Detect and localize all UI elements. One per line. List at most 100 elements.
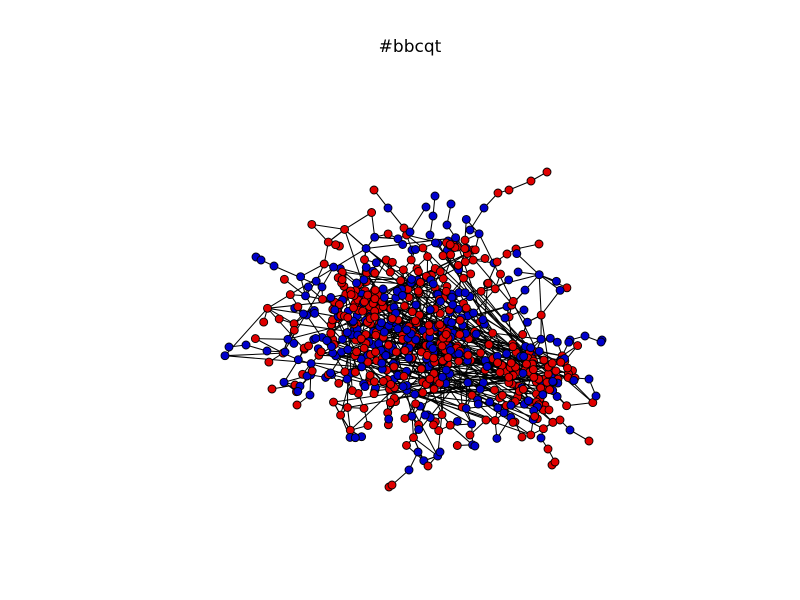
graph-edge — [422, 388, 524, 394]
graph-node-blue — [448, 300, 458, 310]
graph-node-red — [518, 330, 528, 339]
graph-node-blue — [469, 308, 479, 318]
graph-node-red — [534, 239, 544, 249]
graph-node-red — [399, 223, 409, 233]
graph-node-blue — [384, 414, 394, 424]
graph-node-blue — [435, 447, 445, 457]
graph-node-red — [369, 185, 379, 195]
graph-node-red — [508, 296, 518, 306]
graph-node-blue — [473, 399, 483, 409]
graph-node-red — [383, 229, 393, 239]
graph-node-red — [385, 398, 395, 408]
graph-node-red — [446, 250, 456, 260]
graph-node-blue — [470, 441, 480, 451]
graph-node-blue — [421, 202, 431, 212]
graph-node-red — [337, 275, 347, 285]
graph-node-red — [492, 257, 502, 267]
graph-node-blue — [519, 305, 529, 315]
graph-node-red — [400, 346, 410, 356]
graph-node-red — [416, 364, 426, 374]
graph-node-red — [441, 286, 451, 296]
graph-node-red — [543, 444, 553, 454]
graph-node-red — [497, 390, 507, 400]
graph-node-blue — [317, 282, 327, 292]
graph-node-blue — [256, 255, 266, 265]
graph-node-red — [371, 347, 380, 357]
graph-node-red — [347, 386, 357, 396]
graph-node-blue — [398, 382, 408, 392]
graph-node-blue — [482, 362, 492, 371]
graph-node-blue — [279, 377, 289, 387]
graph-node-red — [329, 397, 338, 407]
graph-node-red — [391, 347, 401, 357]
graph-node-red — [263, 303, 272, 313]
graph-node-blue — [376, 318, 386, 328]
graph-node-red — [331, 240, 341, 250]
graph-edge — [284, 278, 306, 297]
graph-node-blue — [311, 333, 321, 343]
graph-node-red — [504, 185, 514, 195]
graph-node-blue — [377, 358, 387, 368]
graph-node-red — [455, 330, 465, 339]
graph-node-blue — [326, 368, 336, 378]
graph-node-red — [502, 249, 512, 259]
graph-node-red — [584, 436, 594, 446]
graph-node-blue — [451, 233, 461, 243]
graph-node-blue — [361, 244, 371, 253]
graph-node-red — [424, 320, 434, 330]
graph-node-blue — [322, 336, 332, 345]
graph-node-red — [542, 167, 552, 177]
graph-node-blue — [596, 337, 606, 347]
graph-node-red — [480, 254, 490, 263]
graph-node-blue — [305, 390, 315, 400]
graph-node-red — [409, 433, 418, 443]
graph-node-blue — [402, 325, 412, 335]
graph-node-blue — [519, 351, 529, 361]
graph-node-blue — [379, 292, 389, 302]
graph-node-red — [378, 376, 388, 386]
graph-node-blue — [452, 416, 462, 426]
graph-node-blue — [478, 315, 488, 325]
graph-node-blue — [569, 376, 579, 385]
graph-node-blue — [428, 344, 438, 353]
graph-edge — [367, 259, 387, 296]
graph-node-red — [400, 413, 410, 423]
graph-node-red — [358, 306, 368, 316]
graph-node-red — [415, 277, 425, 287]
graph-node-red — [539, 355, 549, 365]
graph-node-blue — [428, 279, 438, 289]
graph-node-blue — [301, 291, 310, 301]
graph-edge — [366, 237, 456, 250]
graph-node-red — [484, 340, 494, 350]
graph-node-red — [399, 371, 409, 381]
graph-node-blue — [512, 249, 522, 259]
graph-node-blue — [471, 329, 481, 339]
graph-node-red — [292, 400, 302, 410]
graph-node-red — [466, 269, 476, 279]
graph-node-blue — [442, 220, 452, 230]
graph-node-red — [340, 367, 350, 377]
graph-node-red — [493, 188, 503, 198]
graph-node-red — [545, 385, 555, 395]
graph-edge — [455, 237, 484, 320]
graph-node-red — [460, 235, 470, 245]
graph-node-red — [406, 255, 416, 265]
graph-node-blue — [454, 349, 464, 359]
graph-edge — [255, 338, 284, 354]
graph-node-blue — [361, 262, 371, 272]
graph-node-blue — [298, 309, 308, 319]
graph-node-red — [407, 307, 417, 317]
graph-node-blue — [280, 347, 290, 357]
graph-node-blue — [404, 353, 414, 363]
graph-edge — [300, 263, 325, 278]
graph-node-blue — [534, 346, 544, 356]
graph-node-red — [454, 356, 464, 366]
graph-node-red — [476, 286, 486, 296]
graph-node-blue — [513, 267, 523, 277]
graph-node-red — [352, 347, 362, 357]
graph-node-blue — [430, 191, 440, 201]
graph-node-red — [359, 403, 369, 413]
graph-node-red — [465, 430, 475, 440]
graph-node-blue — [522, 317, 532, 327]
